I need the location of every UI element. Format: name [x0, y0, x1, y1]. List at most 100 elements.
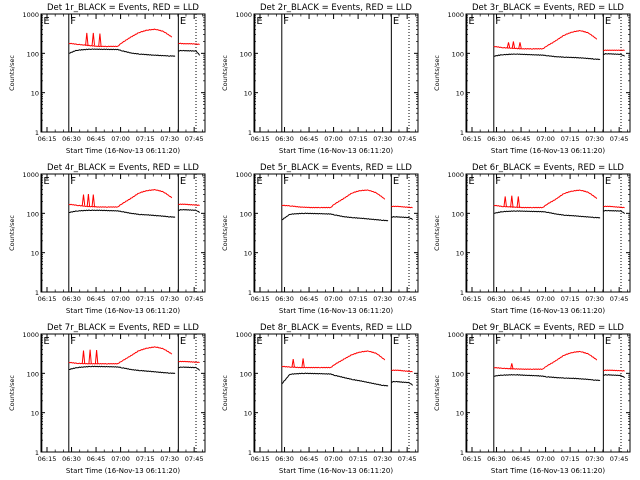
- series-line-events: [281, 212, 389, 222]
- event-marker-label: E: [256, 176, 262, 187]
- x-tick-label: 06:45: [300, 455, 319, 463]
- x-tick-label: 06:45: [300, 295, 319, 303]
- y-tick-label: 10: [456, 410, 464, 418]
- event-marker-label: E: [393, 336, 399, 347]
- chart-title: Det 8r_BLACK = Events, RED = LLD: [260, 323, 412, 333]
- chart-panel-2: Det 2r_BLACK = Events, RED = LLD Counts/s…: [221, 3, 419, 155]
- x-tick-label: 06:30: [275, 295, 294, 303]
- y-tick-label: 10: [244, 250, 252, 258]
- x-tick-label: 07:00: [111, 455, 130, 463]
- plot-frame: [40, 173, 206, 293]
- y-tick-label: 10: [31, 410, 39, 418]
- series-line-events: [68, 365, 176, 375]
- lld-spike: [518, 42, 522, 49]
- event-marker-label: F: [70, 336, 76, 347]
- lld-spike: [98, 33, 102, 47]
- plot-frame: [465, 173, 631, 293]
- plot-frame: [253, 333, 419, 453]
- event-marker-label: E: [468, 16, 474, 27]
- x-tick-label: 06:45: [512, 455, 531, 463]
- y-tick-label: 1000: [235, 11, 252, 19]
- event-marker-label: E: [605, 16, 611, 27]
- lld-spike: [291, 359, 295, 368]
- series-line-lld: [493, 350, 598, 370]
- x-tick-label: 07:30: [373, 295, 392, 303]
- series-line-lld: [178, 203, 200, 206]
- plot-frame: [40, 13, 206, 133]
- lld-spike: [91, 32, 95, 46]
- x-tick-label: 06:15: [38, 135, 57, 143]
- x-tick-label: 06:15: [463, 135, 482, 143]
- x-tick-label: 07:45: [610, 135, 629, 143]
- lld-spike: [81, 194, 86, 206]
- x-tick-label: 07:15: [349, 135, 368, 143]
- y-tick-label: 10: [244, 410, 252, 418]
- event-marker-label: E: [256, 16, 262, 27]
- series-line-events: [178, 49, 201, 56]
- x-tick-label: 06:15: [251, 295, 270, 303]
- x-tick-label: 07:30: [160, 295, 179, 303]
- x-tick-label: 07:30: [160, 455, 179, 463]
- x-axis-label: Start Time (16-Nov-13 06:11:20): [66, 467, 180, 475]
- x-tick-label: 07:15: [136, 455, 155, 463]
- event-marker-label: E: [180, 336, 186, 347]
- event-marker-label: E: [468, 176, 474, 187]
- chart-panel-5: Det 5r_BLACK = Events, RED = LLD Counts/s…: [221, 163, 419, 315]
- y-axis-label: Counts/sec: [221, 375, 229, 411]
- x-tick-label: 07:15: [349, 455, 368, 463]
- x-tick-label: 06:15: [463, 295, 482, 303]
- x-tick-label: 07:45: [185, 455, 204, 463]
- x-tick-label: 07:30: [373, 455, 392, 463]
- series-line-lld: [493, 189, 598, 209]
- y-tick-label: 100: [27, 370, 39, 378]
- lld-spike: [503, 196, 507, 207]
- series-line-events: [603, 53, 625, 57]
- event-marker-label: E: [468, 336, 474, 347]
- x-tick-label: 07:00: [324, 295, 343, 303]
- event-marker-label: F: [283, 336, 289, 347]
- event-marker-label: F: [495, 336, 501, 347]
- x-tick-label: 07:15: [561, 455, 580, 463]
- x-tick-label: 07:30: [160, 135, 179, 143]
- y-tick-label: 10: [31, 250, 39, 258]
- y-tick-label: 1: [248, 129, 252, 137]
- x-tick-label: 06:15: [38, 455, 57, 463]
- event-marker-label: E: [180, 16, 186, 27]
- plot-frame: [253, 173, 419, 293]
- x-tick-label: 07:00: [324, 135, 343, 143]
- x-tick-label: 06:30: [275, 135, 294, 143]
- event-marker-label: E: [180, 176, 186, 187]
- x-tick-label: 07:45: [398, 135, 417, 143]
- lld-spike: [81, 350, 86, 364]
- series-line-events: [603, 374, 625, 379]
- chart-panel-4: Det 4r_BLACK = Events, RED = LLD Counts/s…: [8, 163, 206, 315]
- y-tick-label: 10: [244, 90, 252, 98]
- series-line-events: [178, 208, 200, 214]
- y-tick-label: 100: [240, 210, 252, 218]
- x-tick-label: 06:45: [300, 135, 319, 143]
- x-axis-label: Start Time (16-Nov-13 06:11:20): [279, 147, 393, 155]
- series-line-lld: [178, 42, 200, 45]
- x-tick-label: 06:45: [512, 135, 531, 143]
- event-marker-label: E: [256, 336, 262, 347]
- x-tick-label: 07:00: [536, 295, 555, 303]
- chart-title: Det 1r_BLACK = Events, RED = LLD: [47, 3, 199, 13]
- y-tick-label: 100: [452, 370, 464, 378]
- event-marker-label: F: [283, 16, 289, 27]
- event-marker-label: F: [70, 16, 76, 27]
- y-axis-label: Counts/sec: [433, 215, 441, 251]
- series-line-lld: [281, 350, 386, 369]
- x-tick-label: 06:45: [87, 295, 106, 303]
- plot-frame: [465, 13, 631, 133]
- event-marker-label: E: [43, 16, 49, 27]
- plot-frame: [253, 13, 419, 133]
- event-marker-label: F: [283, 176, 289, 187]
- chart-title: Det 7r_BLACK = Events, RED = LLD: [47, 323, 199, 333]
- series-line-events: [493, 374, 601, 382]
- event-marker-label: F: [495, 16, 501, 27]
- series-line-lld: [68, 346, 173, 365]
- chart-panel-1: Det 1r_BLACK = Events, RED = LLD Counts/s…: [8, 3, 206, 155]
- y-tick-label: 1: [35, 449, 39, 457]
- lld-spike: [510, 363, 514, 370]
- event-marker-label: E: [43, 336, 49, 347]
